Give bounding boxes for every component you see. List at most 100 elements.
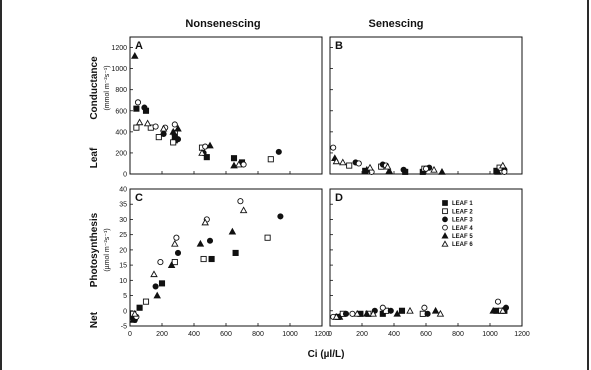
data-point-c <box>201 218 209 226</box>
panel-a: A 0 200 400 600 800 1000 1200 <box>111 36 323 179</box>
data-point-d <box>436 309 445 317</box>
data-point-d <box>502 304 510 311</box>
data-point-d <box>393 309 401 317</box>
data-point-c <box>208 255 215 263</box>
data-point-b <box>422 165 430 172</box>
panel-d-xtick-label: 0 <box>328 331 332 338</box>
panel-a-ytick-label: 1200 <box>111 45 127 52</box>
top-ylabel-line1: Leaf <box>89 147 100 168</box>
bottom-yunit: (µmol m⁻²s⁻¹) <box>104 228 111 271</box>
legend-label-leaf-6: LEAF 6 <box>452 242 473 248</box>
legend-label-leaf-1: LEAF 1 <box>452 201 473 207</box>
panel-c-xtick-label: 200 <box>156 331 168 338</box>
panel-a-frame <box>129 36 323 175</box>
data-point-c <box>264 234 271 241</box>
data-point-c <box>228 227 237 235</box>
data-point-b <box>385 166 393 174</box>
data-point-d <box>499 306 507 314</box>
data-point-a <box>155 134 162 141</box>
data-point-b <box>438 167 446 175</box>
panel-c-xtick-label: 1000 <box>282 331 298 338</box>
legend-label-leaf-2: LEAF 2 <box>452 209 473 215</box>
data-point-d <box>353 309 361 317</box>
panel-c-ytick-label: 0 <box>123 308 127 315</box>
data-point-d <box>379 304 386 311</box>
data-point-a <box>240 161 247 168</box>
panel-c-ytick-label: 35 <box>119 202 127 209</box>
data-point-c <box>153 291 161 299</box>
legend-marker-leaf-6 <box>441 240 449 247</box>
data-point-a <box>159 124 168 132</box>
data-point-a <box>160 130 167 138</box>
title-nonsenescing: Nonsenescing <box>185 18 260 30</box>
data-point-a <box>174 136 182 143</box>
data-point-a <box>230 155 238 162</box>
legend-marker-leaf-1 <box>442 200 448 206</box>
data-point-a <box>170 139 177 146</box>
panel-c-frame <box>129 188 323 327</box>
bottom-y-axis-label: Net Photosynthesis (µmol m⁻²s⁻¹) <box>89 212 111 328</box>
data-point-b <box>339 158 347 166</box>
data-point-d <box>489 306 497 314</box>
data-point-a <box>202 143 209 150</box>
data-point-c <box>167 261 176 268</box>
panel-a-ytick-label: 800 <box>115 87 127 94</box>
data-point-b <box>355 160 362 167</box>
data-point-b <box>383 162 392 170</box>
panel-c-xtick-label: 1200 <box>314 331 330 338</box>
panel-c-xtick-label: 0 <box>128 331 132 338</box>
panel-b: B <box>329 36 523 175</box>
data-point-a <box>275 148 282 155</box>
data-point-d <box>342 310 350 317</box>
data-point-a <box>206 141 214 149</box>
data-point-c <box>157 259 164 266</box>
data-point-a <box>134 99 142 106</box>
panel-a-ytick-label: 400 <box>115 129 127 136</box>
panel-c-xtick-label: 600 <box>220 331 232 338</box>
panel-d-xtick-label: 400 <box>388 331 400 338</box>
data-point-d <box>431 306 440 314</box>
panel-a-letter: A <box>135 40 143 52</box>
legend-label-leaf-3: LEAF 3 <box>452 218 473 224</box>
legend: LEAF 1 LEAF 2 LEAF 3 LEAF 4 LEAF 5 LEAF 6 <box>441 200 473 248</box>
left-border-line <box>0 0 2 370</box>
data-point-a <box>143 119 152 127</box>
data-point-d <box>387 307 394 314</box>
data-point-d <box>406 306 414 314</box>
data-point-a <box>203 154 210 161</box>
data-point-b <box>366 163 374 171</box>
data-point-c <box>239 206 248 214</box>
panel-c-ytick-label: 20 <box>119 247 127 254</box>
legend-marker-leaf-2 <box>442 208 448 215</box>
legend-label-leaf-4: LEAF 4 <box>452 226 473 232</box>
panel-c-ytick-label: -5 <box>121 324 127 331</box>
data-point-a <box>131 52 139 59</box>
panel-c-letter: C <box>135 192 143 204</box>
panel-a-ytick-label: 0 <box>123 172 127 179</box>
panel-c-ytick-label: 15 <box>119 263 127 270</box>
data-point-b <box>400 166 407 173</box>
panel-b-letter: B <box>335 40 343 52</box>
data-point-c <box>174 249 182 256</box>
data-point-b <box>430 165 438 173</box>
data-point-d <box>369 309 377 317</box>
data-point-b <box>332 157 341 165</box>
data-point-d <box>332 312 341 320</box>
data-point-c <box>158 280 166 287</box>
data-point-a <box>133 124 140 131</box>
top-y-axis-label: Leaf Conductance (mmol m⁻²s⁻¹) <box>89 56 111 168</box>
panel-d: D 0 200 400 600 800 1000 1200 <box>328 188 530 338</box>
data-point-c <box>237 198 244 205</box>
legend-marker-leaf-5 <box>441 232 449 239</box>
data-point-d <box>363 309 371 317</box>
data-point-a <box>141 104 148 111</box>
data-point-a <box>174 124 182 132</box>
data-point-c <box>150 270 158 278</box>
data-point-b <box>494 167 502 175</box>
data-point-c <box>277 213 284 220</box>
data-point-a <box>169 127 177 135</box>
data-point-b <box>330 144 337 151</box>
data-point-c <box>200 255 207 263</box>
panel-a-ytick-label: 600 <box>115 108 127 115</box>
